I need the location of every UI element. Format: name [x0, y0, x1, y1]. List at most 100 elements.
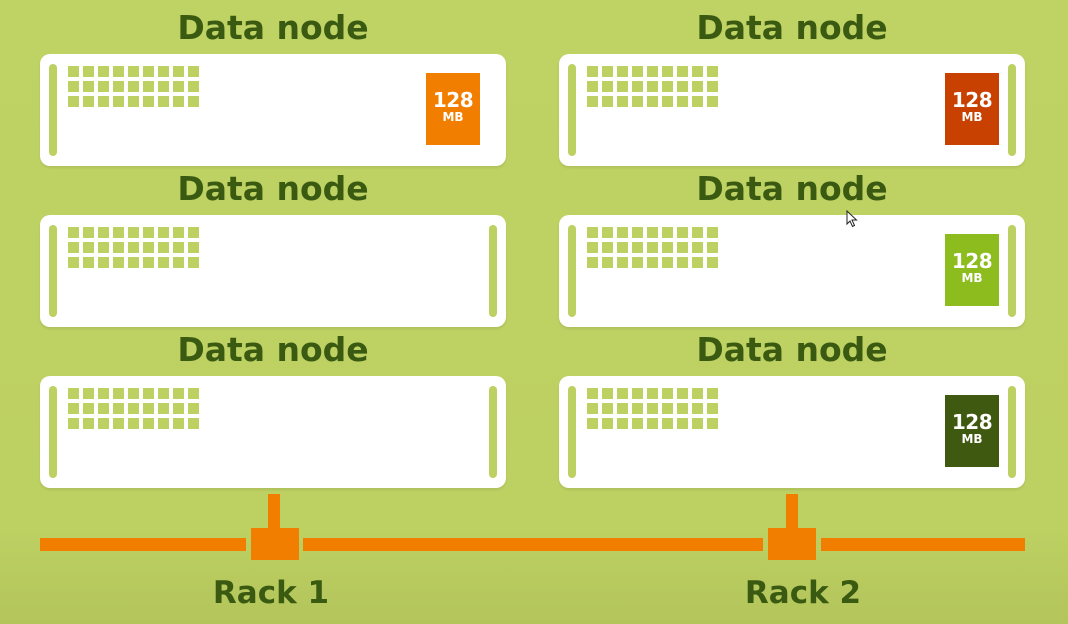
drive-bay [188, 388, 199, 399]
drive-bay [98, 227, 109, 238]
drive-bay [188, 81, 199, 92]
drive-bay [692, 257, 703, 268]
server-rail [489, 386, 497, 478]
drive-bay [173, 257, 184, 268]
drive-bay [692, 403, 703, 414]
drive-bay [707, 403, 718, 414]
drive-bay [587, 403, 598, 414]
drive-bay [113, 96, 124, 107]
drive-bay-grid [68, 388, 199, 429]
drive-bay [587, 81, 598, 92]
drive-bay [617, 388, 628, 399]
drive-bay [647, 227, 658, 238]
drive-bay [617, 227, 628, 238]
drive-bay [83, 388, 94, 399]
drive-bay [647, 81, 658, 92]
drive-bay [632, 257, 643, 268]
drive-bay [707, 96, 718, 107]
drive-bay [98, 96, 109, 107]
drive-bay [692, 388, 703, 399]
drive-bay [647, 418, 658, 429]
server-rail [1008, 64, 1016, 156]
server-rail [1008, 386, 1016, 478]
drive-bay [158, 81, 169, 92]
drive-bay [98, 257, 109, 268]
drive-bay [68, 81, 79, 92]
drive-bay [602, 388, 613, 399]
drive-bay [617, 242, 628, 253]
drive-bay [128, 242, 139, 253]
drive-bay [662, 66, 673, 77]
drive-bay [128, 66, 139, 77]
drive-bay [173, 66, 184, 77]
data-node-title: Data node [177, 330, 369, 369]
drive-bay [647, 66, 658, 77]
drive-bay [587, 388, 598, 399]
drive-bay [707, 66, 718, 77]
drive-bay [83, 418, 94, 429]
mouse-pointer-icon [846, 210, 858, 228]
drive-bay [707, 388, 718, 399]
drive-bay [632, 96, 643, 107]
drive-bay [587, 96, 598, 107]
drive-bay [143, 257, 154, 268]
drive-bay [707, 227, 718, 238]
drive-bay [188, 403, 199, 414]
drive-bay [113, 242, 124, 253]
drive-bay [158, 403, 169, 414]
block-128mb: 128 MB [426, 73, 480, 145]
drive-bay [707, 81, 718, 92]
drive-bay [173, 403, 184, 414]
drive-bay [113, 81, 124, 92]
drive-bay [617, 96, 628, 107]
drive-bay [68, 388, 79, 399]
drive-bay [692, 418, 703, 429]
drive-bay [68, 227, 79, 238]
drive-bay [632, 242, 643, 253]
drive-bay [128, 418, 139, 429]
server-rail [568, 64, 576, 156]
drive-bay [677, 242, 688, 253]
block-128mb: 128 MB [945, 234, 999, 306]
drive-bay [68, 96, 79, 107]
drive-bay [83, 242, 94, 253]
drive-bay [632, 388, 643, 399]
drive-bay [677, 388, 688, 399]
drive-bay [677, 66, 688, 77]
drive-bay [68, 66, 79, 77]
drive-bay [692, 96, 703, 107]
data-node-title: Data node [696, 8, 888, 47]
data-node-server: 128 MB [40, 54, 506, 166]
drive-bay [602, 66, 613, 77]
drive-bay [677, 418, 688, 429]
server-rail [568, 386, 576, 478]
drive-bay [158, 96, 169, 107]
drive-bay [662, 388, 673, 399]
data-node-title: Data node [696, 169, 888, 208]
drive-bay [128, 96, 139, 107]
drive-bay [662, 96, 673, 107]
drive-bay [602, 96, 613, 107]
server-rail [49, 64, 57, 156]
drive-bay [662, 418, 673, 429]
drive-bay [677, 257, 688, 268]
drive-bay [662, 403, 673, 414]
drive-bay [602, 227, 613, 238]
drive-bay [113, 66, 124, 77]
data-node-server [40, 376, 506, 488]
drive-bay [632, 403, 643, 414]
drive-bay-grid [68, 227, 199, 268]
drive-bay [158, 418, 169, 429]
drive-bay [113, 227, 124, 238]
drive-bay [632, 81, 643, 92]
drive-bay [647, 242, 658, 253]
drive-bay [128, 403, 139, 414]
drive-bay [617, 66, 628, 77]
drive-bay [587, 66, 598, 77]
drive-bay [83, 96, 94, 107]
drive-bay [158, 242, 169, 253]
drive-bay [602, 242, 613, 253]
drive-bay [68, 418, 79, 429]
rack-1-label: Rack 1 [212, 575, 330, 611]
